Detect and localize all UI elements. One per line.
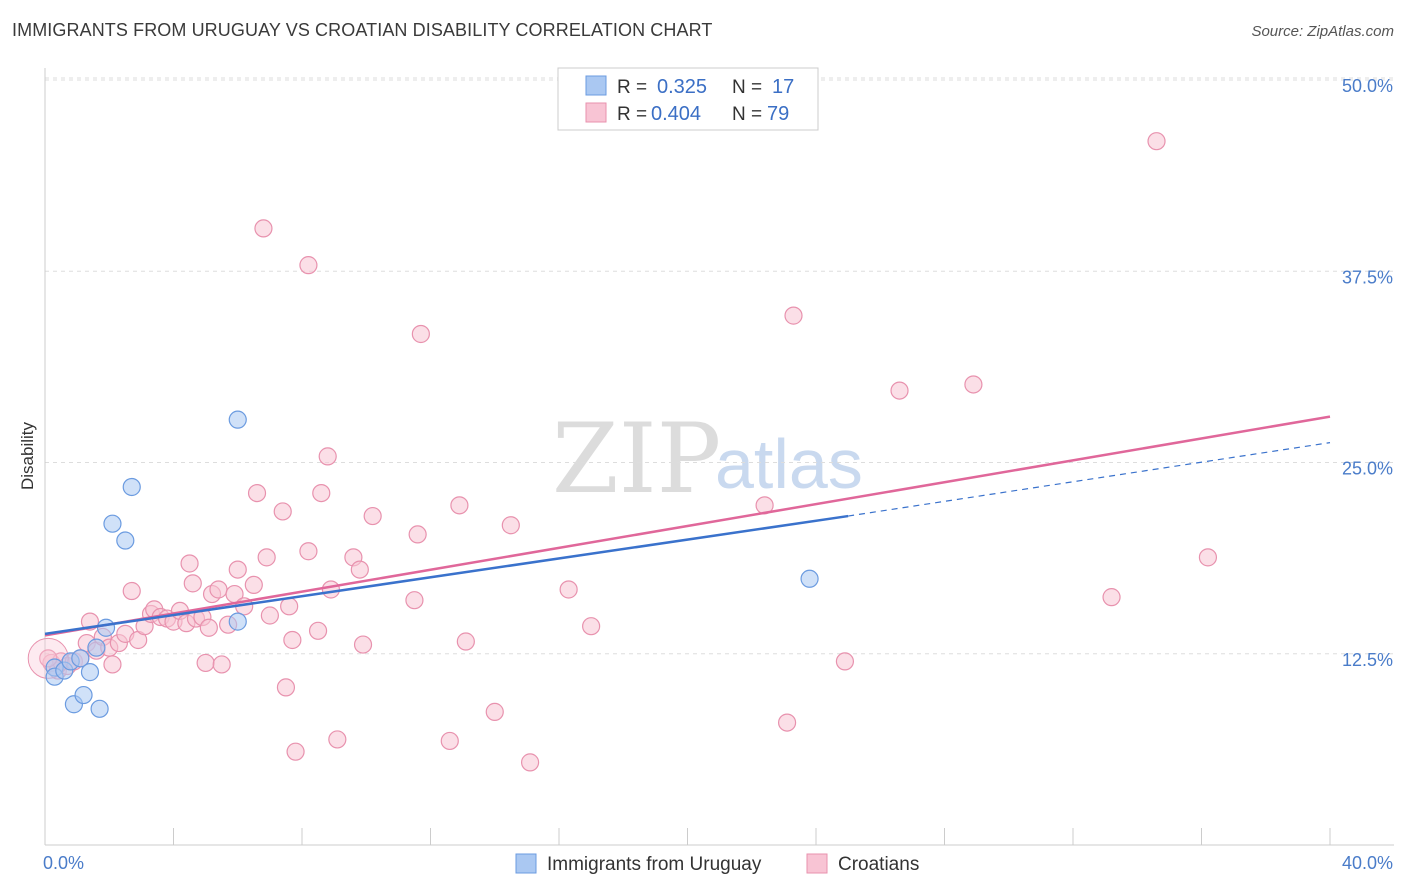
legend-n-value-croatians: 79	[767, 103, 789, 125]
croatians-point	[1198, 548, 1218, 567]
y-tick-label: 25.0%	[1342, 459, 1393, 479]
croatians-point	[286, 742, 305, 761]
croatians-point	[520, 753, 540, 772]
croatians-point	[777, 713, 797, 732]
croatians-point	[209, 580, 228, 599]
watermark-atlas: atlas	[715, 425, 863, 503]
croatians-point	[890, 381, 909, 400]
legend-n-label-uruguay: N =	[732, 77, 762, 98]
legend-swatch-uruguay	[585, 75, 607, 96]
croatians-point	[254, 219, 273, 238]
croatians-point	[328, 730, 347, 749]
legend-r-value-uruguay: 0.325	[657, 76, 707, 98]
croatians-point	[299, 256, 318, 275]
croatians-point	[244, 575, 263, 595]
croatians-point	[308, 621, 328, 640]
croatians-point	[103, 655, 122, 674]
croatians-trend-line	[44, 415, 1331, 637]
croatians-point	[363, 506, 382, 526]
y-tick-label: 37.5%	[1342, 267, 1393, 287]
bottom-legend-swatch-croatians	[806, 853, 828, 874]
uruguay-point	[122, 477, 141, 497]
chart-title: IMMIGRANTS FROM URUGUAY VS CROATIAN DISA…	[12, 20, 713, 40]
croatians-point	[353, 635, 373, 654]
uruguay-point	[74, 685, 93, 705]
croatians-point	[273, 502, 292, 521]
croatians-point	[199, 618, 218, 637]
legend-swatch-croatians	[585, 102, 607, 123]
croatians-point	[408, 525, 427, 544]
croatians-point	[183, 574, 202, 593]
uruguay-point	[90, 699, 109, 718]
croatians-point	[276, 678, 296, 697]
chart-source: Source: ZipAtlas.com	[1251, 23, 1394, 40]
uruguay-points	[45, 410, 819, 718]
legend: R = 0.325 N = 17 R = 0.404 N = 79	[557, 67, 819, 131]
uruguay-point	[228, 410, 247, 429]
croatians-point	[405, 591, 424, 610]
gridlines	[45, 77, 1394, 655]
croatians-point	[196, 653, 215, 673]
bottom-legend-label-uruguay: Immigrants from Uruguay	[547, 854, 762, 875]
y-tick-label: 50.0%	[1342, 76, 1393, 96]
legend-r-label-croatians: R =	[617, 104, 647, 125]
croatians-point	[450, 496, 469, 515]
legend-n-label-croatians: N =	[732, 104, 762, 125]
uruguay-trend-extension	[848, 442, 1331, 517]
croatians-point	[835, 652, 855, 671]
bottom-legend: Immigrants from Uruguay Croatians	[515, 853, 919, 875]
bottom-legend-swatch-uruguay	[515, 853, 537, 874]
uruguay-point	[80, 663, 100, 682]
uruguay-point	[800, 569, 819, 588]
uruguay-point	[116, 531, 135, 550]
uruguay-point	[71, 649, 90, 668]
croatians-point	[212, 655, 231, 674]
uruguay-trend-line	[44, 514, 849, 636]
croatians-point	[456, 632, 475, 651]
croatians-point	[485, 702, 504, 721]
croatians-point	[247, 484, 267, 503]
trend-lines	[44, 415, 1331, 637]
croatians-point	[312, 484, 331, 503]
croatians-point	[257, 548, 276, 567]
croatians-point	[299, 542, 318, 561]
croatians-point	[784, 306, 803, 325]
croatians-point	[440, 731, 459, 751]
legend-n-value-uruguay: 17	[772, 76, 794, 98]
croatians-point	[318, 447, 337, 466]
croatians-point	[411, 324, 430, 344]
watermark-zip: ZIP	[552, 403, 721, 515]
croatians-point	[559, 580, 578, 599]
uruguay-point	[87, 638, 106, 657]
y-tick-labels: 12.5% 25.0% 37.5% 50.0%	[1342, 76, 1393, 670]
croatians-point	[964, 375, 983, 394]
croatians-point	[280, 597, 299, 616]
croatians-point	[260, 606, 279, 625]
croatians-point	[180, 554, 199, 573]
croatians-point	[283, 630, 302, 650]
uruguay-point	[96, 618, 116, 637]
y-tick-label: 12.5%	[1342, 650, 1393, 670]
bottom-legend-label-croatians: Croatians	[838, 854, 919, 875]
x-tick-label-max: 40.0%	[1342, 853, 1393, 873]
uruguay-point	[103, 514, 122, 533]
croatians-point	[1147, 132, 1166, 151]
croatians-point	[1102, 588, 1121, 607]
uruguay-point	[228, 612, 247, 631]
croatians-point	[501, 516, 520, 535]
legend-r-value-croatians: 0.404	[651, 103, 701, 125]
croatians-point	[228, 560, 247, 579]
croatians-point	[582, 617, 601, 636]
x-tick-label-min: 0.0%	[43, 853, 84, 873]
x-axis-ticks	[44, 828, 1331, 845]
y-axis-title: Disability	[18, 421, 37, 490]
croatians-point	[321, 580, 341, 599]
legend-r-label-uruguay: R =	[617, 77, 647, 98]
croatians-point	[122, 581, 141, 601]
croatians-point	[350, 560, 369, 579]
